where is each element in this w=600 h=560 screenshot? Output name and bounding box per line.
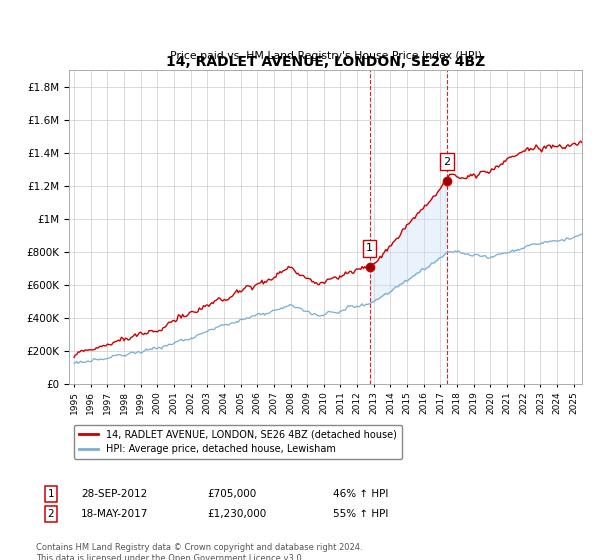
Text: 46% ↑ HPI: 46% ↑ HPI	[333, 489, 388, 499]
Text: 18-MAY-2017: 18-MAY-2017	[81, 509, 148, 519]
Legend: 14, RADLET AVENUE, LONDON, SE26 4BZ (detached house), HPI: Average price, detach: 14, RADLET AVENUE, LONDON, SE26 4BZ (det…	[74, 424, 401, 459]
Text: 1: 1	[47, 489, 55, 499]
Text: 2: 2	[443, 157, 451, 167]
Text: Contains HM Land Registry data © Crown copyright and database right 2024.
This d: Contains HM Land Registry data © Crown c…	[36, 543, 362, 560]
Text: 28-SEP-2012: 28-SEP-2012	[81, 489, 147, 499]
Text: 1: 1	[366, 243, 373, 253]
Text: 2: 2	[47, 509, 55, 519]
Text: Price paid vs. HM Land Registry's House Price Index (HPI): Price paid vs. HM Land Registry's House …	[170, 51, 482, 61]
Text: £1,230,000: £1,230,000	[207, 509, 266, 519]
Text: £705,000: £705,000	[207, 489, 256, 499]
Text: 55% ↑ HPI: 55% ↑ HPI	[333, 509, 388, 519]
Title: 14, RADLET AVENUE, LONDON, SE26 4BZ: 14, RADLET AVENUE, LONDON, SE26 4BZ	[166, 55, 485, 69]
